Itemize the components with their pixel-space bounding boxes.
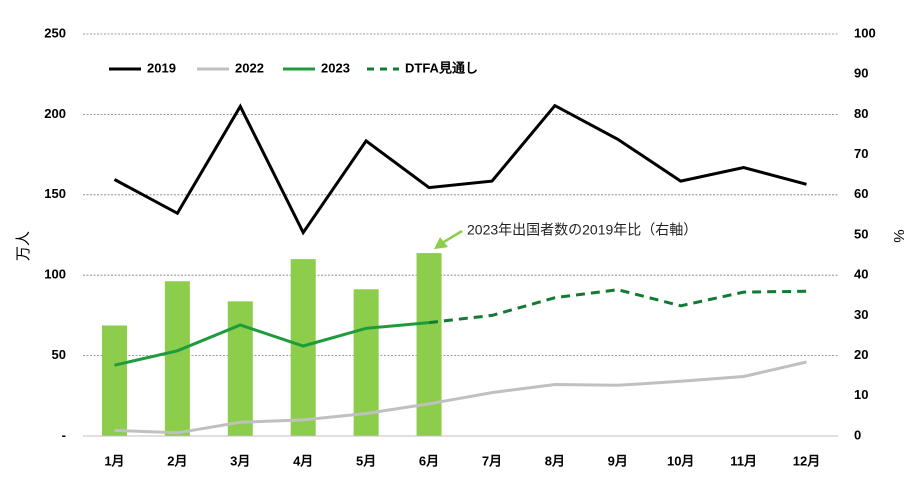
annotation: 2023年出国者数の2019年比（右軸） xyxy=(434,222,697,250)
bar-series xyxy=(101,253,442,436)
right-tick-label: 20 xyxy=(854,347,868,362)
right-tick-label: 100 xyxy=(854,25,876,40)
x-tick-label: 8月 xyxy=(545,453,565,468)
right-tick-label: 40 xyxy=(854,267,868,282)
annotation-arrowhead xyxy=(434,237,449,250)
right-tick-label: 80 xyxy=(854,106,868,121)
gridlines xyxy=(83,33,838,357)
x-tick-label: 9月 xyxy=(608,453,628,468)
legend-label: 2019 xyxy=(147,60,176,75)
legend-label: 2022 xyxy=(235,60,264,75)
x-tick-label: 12月 xyxy=(793,453,820,468)
series-line-2023 xyxy=(114,321,430,367)
right-tick-label: 50 xyxy=(854,226,868,241)
x-tick-label: 2月 xyxy=(167,453,187,468)
bar xyxy=(227,301,253,436)
left-tick-label: 250 xyxy=(44,25,66,40)
left-tick-label: 150 xyxy=(44,186,66,201)
right-tick-label: 30 xyxy=(854,307,868,322)
left-tick-label: 100 xyxy=(44,267,66,282)
series-line-2022 xyxy=(114,360,807,435)
left-tick-label: 50 xyxy=(52,347,66,362)
x-tick-label: 5月 xyxy=(356,453,376,468)
right-axis-title: % xyxy=(890,229,907,242)
x-tick-label: 3月 xyxy=(230,453,250,468)
series-line-DTFA見通し xyxy=(428,288,807,325)
bar xyxy=(290,259,316,436)
series-line-2019 xyxy=(113,103,807,236)
left-tick-label: 200 xyxy=(44,106,66,121)
left-tick-label: - xyxy=(62,427,66,442)
legend-label: DTFA見通し xyxy=(405,60,478,75)
legend-label: 2023 xyxy=(321,60,350,75)
x-tick-label: 1月 xyxy=(104,453,124,468)
bar xyxy=(101,325,127,436)
right-tick-label: 60 xyxy=(854,186,868,201)
annotation-arrow xyxy=(441,229,463,245)
legend: 2019 2022 2023 DTFA見通し xyxy=(109,60,478,75)
x-tick-label: 7月 xyxy=(482,453,502,468)
x-tick-label: 11月 xyxy=(730,453,757,468)
axes: - 50 100 150 200 250 0 10 20 30 40 50 60 70 80 90 100 1月 2… xyxy=(44,25,875,468)
bar xyxy=(416,253,442,436)
right-tick-label: 70 xyxy=(854,146,868,161)
line-series xyxy=(113,103,807,435)
x-tick-label: 10月 xyxy=(667,453,694,468)
x-tick-label: 6月 xyxy=(419,453,439,468)
left-axis-title: 万人 xyxy=(15,231,32,261)
x-tick-label: 4月 xyxy=(293,453,313,468)
right-tick-label: 10 xyxy=(854,387,868,402)
right-tick-label: 90 xyxy=(854,66,868,81)
right-tick-label: 0 xyxy=(854,427,861,442)
annotation-text: 2023年出国者数の2019年比（右軸） xyxy=(467,222,697,238)
bar xyxy=(164,281,190,436)
